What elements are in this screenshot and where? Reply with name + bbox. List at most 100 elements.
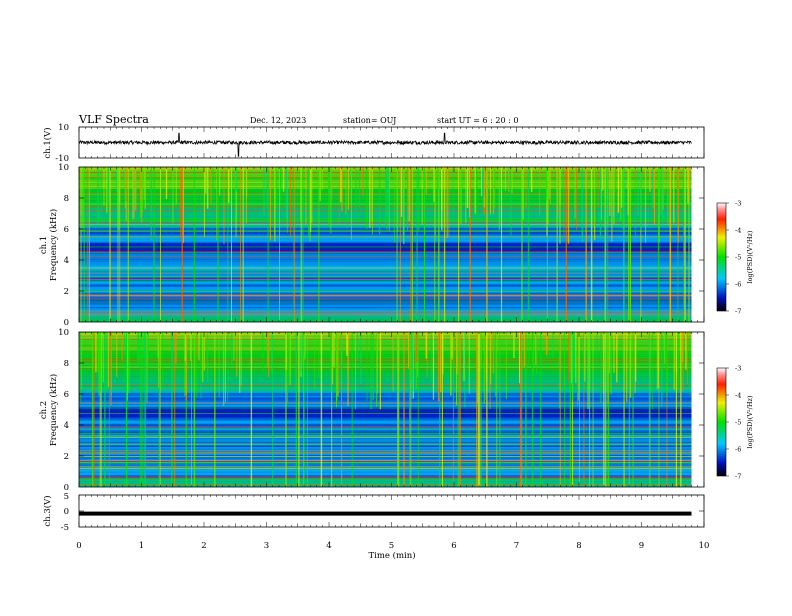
freq-band [79,381,692,384]
freq-band [79,363,692,365]
ch1-spectrogram-ticks [78,167,705,322]
freq-band [79,429,692,432]
freq-band [79,273,692,276]
colorbar-tick-label: -6 [735,446,741,454]
colorbar-tick-label: -5 [735,419,741,427]
freq-band [79,356,692,359]
freq-band [79,236,692,239]
freq-band [79,477,692,480]
freq-band [79,336,692,339]
freq-band [79,292,692,295]
ch3-waveform-ylabel: ch.3(V) [42,495,53,526]
time-tick-label: 3 [264,541,269,551]
freq-band [79,227,692,230]
freq-band [79,291,692,293]
freq-band [79,275,692,278]
freq-band [79,286,692,289]
freq-band [79,386,692,389]
freq-band [79,440,692,443]
freq-band [79,244,692,247]
freq-band [79,431,692,434]
freq-band [79,398,692,401]
freq-band [79,333,692,336]
freq-band [79,347,692,350]
freq-band [79,308,692,310]
freq-band [79,400,692,403]
freq-band [79,341,692,344]
ch1-freq-tick-labels: 0 2 4 6 8 10 [58,163,69,328]
freq-band [79,233,692,236]
freq-band [79,352,692,354]
freq-band [79,406,692,409]
ch2-colorbar-ticks: -3 -4 -5 -6 -7 [726,365,741,481]
time-tick-label: 10 [699,541,710,551]
freq-band [79,345,692,348]
freq-band [79,253,692,256]
freq-band [79,425,692,427]
freq-band [79,270,692,273]
freq-band [79,463,692,466]
ch1-colorbar-label: log(PSD)(V²/Hz) [746,230,754,283]
freq-band [79,303,692,306]
freq-tick-label: 0 [64,483,69,493]
freq-band [79,358,692,361]
freq-band [79,435,692,438]
freq-band [79,264,692,267]
freq-band [79,397,692,399]
time-tick-label: 6 [451,541,456,551]
start-ut-label: start UT = 6 : 20 : 0 [437,116,518,125]
freq-tick-label: 2 [64,452,69,462]
freq-tick-label: 0 [64,318,69,328]
freq-band [79,380,692,382]
freq-band [79,468,692,471]
freq-band [79,342,692,345]
freq-band [79,350,692,353]
freq-tick-label: 4 [64,256,69,266]
freq-band [79,355,692,358]
freq-band [79,298,692,301]
freq-band [79,473,692,475]
freq-band [79,272,692,275]
freq-band [79,260,692,262]
ch1-colorbar: -3 -4 -5 -6 -7 log(PSD)(V²/Hz) [716,200,754,316]
freq-band [79,238,692,241]
ch1-waveform-line [79,132,692,157]
freq-band [79,239,692,242]
freq-band [79,235,692,238]
freq-band [79,443,692,446]
date-label: Dec. 12, 2023 [250,116,306,125]
ch1-waveform-ticks [78,127,705,158]
freq-band [79,361,692,364]
freq-band [79,438,692,441]
ch3-waveform-line [79,511,692,516]
freq-band [79,423,692,426]
freq-band [79,474,692,477]
colorbar-tick-label: -4 [735,392,741,400]
freq-band [79,376,692,379]
ch1-waveform-ylabel: ch.1(V) [42,127,53,158]
freq-band [79,287,692,290]
freq-band [79,283,692,286]
freq-band [79,372,692,375]
time-tick-label: 2 [201,541,206,551]
time-tick-label: 1 [139,541,144,551]
freq-band [79,242,692,245]
freq-band [79,459,692,461]
freq-band [79,247,692,250]
ch1-spectrogram-heatmap [79,167,692,322]
station-label: station= OUJ [343,116,396,125]
freq-band [79,369,692,372]
ch3-ytick-middle: 0 [64,507,69,517]
ch2-ylabel-line1: ch.2 [39,401,49,419]
time-tick-label: 0 [76,541,81,551]
freq-band [79,460,692,463]
freq-band [79,471,692,474]
freq-band [79,403,692,406]
freq-tick-label: 8 [64,194,69,204]
ch1-spectrogram-panel: 0 2 4 6 8 10 ch.1 Frequency (kHz) -3 -4 -5 -6 -7 … [39,163,754,328]
time-axis-label: Time (min) [368,550,415,561]
ch1-spectrogram-ylabel: ch.1 Frequency (kHz) [39,209,59,281]
freq-band [79,446,692,449]
freq-band [79,359,692,362]
freq-band [79,312,692,315]
